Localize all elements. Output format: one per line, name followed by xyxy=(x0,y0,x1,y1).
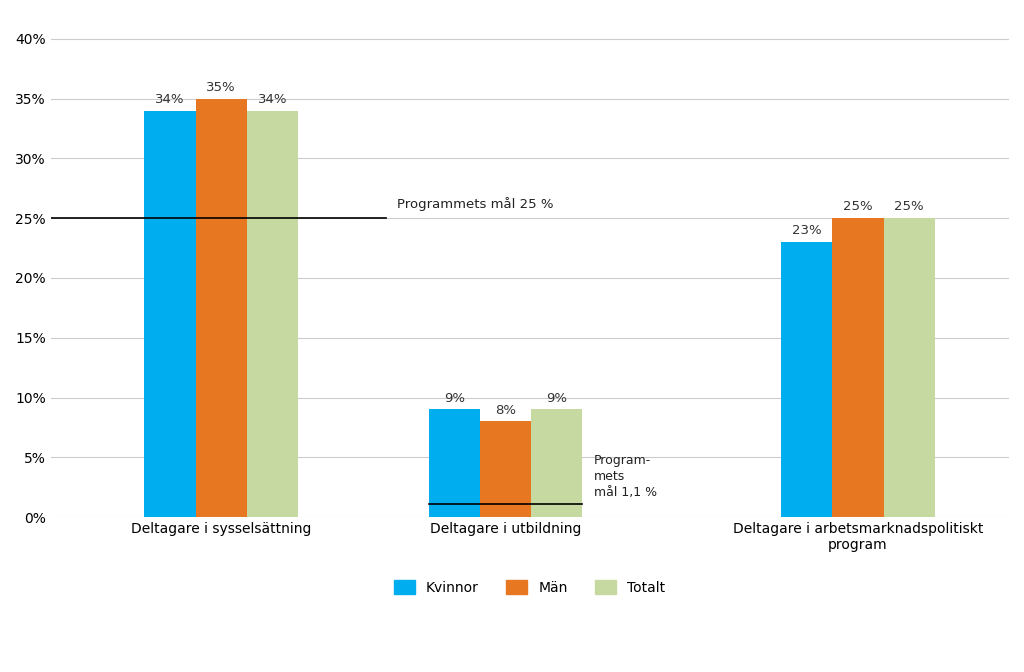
Bar xyxy=(247,111,298,517)
Text: 25%: 25% xyxy=(894,200,924,214)
Text: 35%: 35% xyxy=(207,81,236,94)
Bar xyxy=(833,218,884,517)
Bar xyxy=(196,99,247,517)
Bar xyxy=(144,111,196,517)
Text: Programmets mål 25 %: Programmets mål 25 % xyxy=(397,197,554,211)
Text: 34%: 34% xyxy=(156,93,184,106)
Legend: Kvinnor, Män, Totalt: Kvinnor, Män, Totalt xyxy=(388,575,671,601)
Bar xyxy=(531,409,583,517)
Text: 9%: 9% xyxy=(443,392,465,405)
Text: Program-
mets
mål 1,1 %: Program- mets mål 1,1 % xyxy=(594,454,656,499)
Text: 34%: 34% xyxy=(258,93,287,106)
Bar xyxy=(781,242,833,517)
Text: 8%: 8% xyxy=(495,404,516,417)
Text: 9%: 9% xyxy=(546,392,567,405)
Bar xyxy=(884,218,935,517)
Text: 25%: 25% xyxy=(843,200,872,214)
Text: 23%: 23% xyxy=(792,224,821,237)
Bar xyxy=(429,409,480,517)
Bar xyxy=(480,421,531,517)
